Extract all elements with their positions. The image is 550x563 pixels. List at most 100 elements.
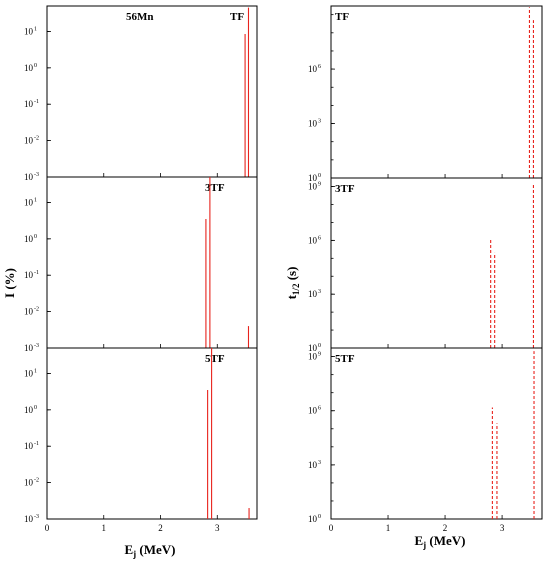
nucleus-label: 56Mn xyxy=(126,11,154,23)
y-tick-label-exponent: -2 xyxy=(34,478,39,484)
y-tick-label: 10 xyxy=(24,270,34,280)
x-tick-label: 3 xyxy=(500,523,505,533)
y-tick-label-mantissa: 10 xyxy=(308,119,318,129)
right-y-axis-label: t1/2 (s) xyxy=(284,267,301,300)
x-tick-label: 2 xyxy=(443,523,448,533)
y-tick-label: 10 xyxy=(308,514,318,524)
x-tick-label: 1 xyxy=(102,523,107,533)
x-tick-label: 3 xyxy=(215,523,220,533)
y-tick-label-mantissa: 10 xyxy=(24,197,34,207)
y-tick-label-mantissa: 10 xyxy=(308,289,318,299)
right-x-axis-label-sub: j xyxy=(422,540,426,550)
panel-label: 5TF xyxy=(205,353,225,365)
y-tick-label-mantissa: 10 xyxy=(24,136,34,146)
y-tick-label-exponent: 0 xyxy=(34,63,37,69)
left-x-axis-label-sub: j xyxy=(132,549,136,559)
x-tick-label: 1 xyxy=(386,523,391,533)
y-tick-label-mantissa: 10 xyxy=(24,441,34,451)
y-tick-label-mantissa: 10 xyxy=(308,514,318,524)
plot-frame xyxy=(330,5,543,179)
y-tick-label-exponent: 3 xyxy=(318,289,321,295)
y-tick-label-exponent: 0 xyxy=(318,173,321,179)
y-tick-label-exponent: 6 xyxy=(318,406,321,412)
y-tick-label-exponent: -1 xyxy=(34,99,39,105)
y-tick-label: 10 xyxy=(308,173,318,183)
left-x-axis-label-main: E xyxy=(124,542,133,557)
y-tick-label-exponent: 1 xyxy=(34,197,37,203)
y-tick-label: 10 xyxy=(24,63,34,73)
y-tick-label-exponent: -2 xyxy=(34,307,39,313)
y-tick-label: 10 xyxy=(24,478,34,488)
y-tick-label-exponent: 6 xyxy=(318,235,321,241)
y-tick-label-mantissa: 10 xyxy=(24,26,34,36)
y-tick-label-mantissa: 10 xyxy=(24,270,34,280)
y-tick-label: 10 xyxy=(24,368,34,378)
y-tick-label-exponent: -1 xyxy=(34,270,39,276)
y-tick-label: 10 xyxy=(24,99,34,109)
plot-frame xyxy=(46,347,258,520)
y-tick-label: 10 xyxy=(24,26,34,36)
right-x-axis-label: Ej (MeV) xyxy=(414,533,465,550)
y-tick-label-exponent: 0 xyxy=(34,234,37,240)
x-tick-label: 0 xyxy=(329,523,334,533)
right-y-axis-label-unit: (s) xyxy=(284,267,299,284)
y-tick-label-mantissa: 10 xyxy=(24,478,34,488)
y-tick-label-exponent: -3 xyxy=(34,343,39,349)
y-tick-label-mantissa: 10 xyxy=(24,514,34,524)
x-tick-label: 2 xyxy=(158,523,163,533)
y-tick-label-exponent: 9 xyxy=(318,182,321,188)
plot-frame xyxy=(46,176,258,349)
y-tick-label: 10 xyxy=(24,234,34,244)
right-x-axis-label-unit: (MeV) xyxy=(426,533,465,548)
y-tick-label: 10 xyxy=(24,197,34,207)
y-tick-label-mantissa: 10 xyxy=(24,343,34,353)
y-tick-label-exponent: -2 xyxy=(34,136,39,142)
left-x-axis-label: Ej (MeV) xyxy=(124,542,175,559)
y-tick-label: 10 xyxy=(24,343,34,353)
panel-label: 3TF xyxy=(335,183,355,195)
left-x-axis-label-unit: (MeV) xyxy=(136,542,175,557)
right-x-axis-label-main: E xyxy=(414,533,423,548)
left-y-axis-label: I (%) xyxy=(2,268,17,298)
y-tick-label-mantissa: 10 xyxy=(308,352,318,362)
y-tick-label-exponent: 0 xyxy=(318,343,321,349)
panel-label: TF xyxy=(335,11,349,23)
panel-right-top: 10 610 310 0TF xyxy=(308,5,543,183)
y-tick-label-mantissa: 10 xyxy=(24,234,34,244)
y-tick-label-mantissa: 10 xyxy=(24,307,34,317)
y-tick-label: 10 xyxy=(24,441,34,451)
y-tick-label-exponent: 0 xyxy=(34,405,37,411)
y-tick-label: 10 xyxy=(308,343,318,353)
x-tick-label: 0 xyxy=(45,523,50,533)
y-tick-label: 10 xyxy=(24,136,34,146)
y-tick-label: 10 xyxy=(308,119,318,129)
panel-label: 3TF xyxy=(205,182,225,194)
y-tick-label-exponent: 0 xyxy=(318,514,321,520)
y-tick-label: 10 xyxy=(308,289,318,299)
y-tick-label-exponent: 1 xyxy=(34,26,37,32)
y-tick-label-mantissa: 10 xyxy=(24,368,34,378)
plot-frame xyxy=(46,5,258,178)
y-tick-label-mantissa: 10 xyxy=(24,99,34,109)
y-tick-label-mantissa: 10 xyxy=(24,172,34,182)
y-tick-label-mantissa: 10 xyxy=(308,173,318,183)
y-tick-label: 10 xyxy=(308,182,318,192)
plot-frame xyxy=(330,347,543,520)
y-tick-label-mantissa: 10 xyxy=(308,343,318,353)
y-tick-label-mantissa: 10 xyxy=(308,235,318,245)
y-tick-label: 10 xyxy=(308,460,318,470)
y-tick-label-exponent: 3 xyxy=(318,119,321,125)
y-tick-label: 10 xyxy=(24,172,34,182)
y-tick-label-exponent: -1 xyxy=(34,441,39,447)
panel-label: 5TF xyxy=(335,353,355,365)
plot-frame xyxy=(330,177,543,349)
y-tick-label-exponent: 9 xyxy=(318,352,321,358)
y-tick-label-mantissa: 10 xyxy=(308,406,318,416)
right-y-axis-label-sub: 1/2 xyxy=(291,283,301,295)
y-tick-label-mantissa: 10 xyxy=(24,405,34,415)
